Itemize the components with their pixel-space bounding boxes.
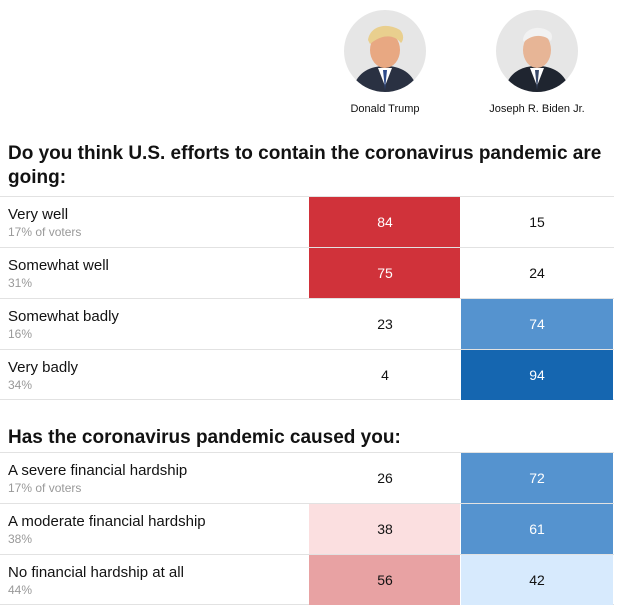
row-share: 17% of voters: [8, 481, 82, 495]
table-row: A severe financial hardship 17% of voters…: [0, 452, 614, 503]
column-divider: [460, 299, 461, 349]
biden-name: Joseph R. Biden Jr.: [489, 103, 585, 115]
question-2-title: Has the coronavirus pandemic caused you:: [8, 427, 401, 448]
table-row: Somewhat well 31% 75 24: [0, 247, 614, 298]
trump-avatar: [344, 10, 426, 92]
table-row: Somewhat badly 16% 23 74: [0, 298, 614, 349]
column-divider: [460, 453, 461, 503]
trump-value-cell: 4: [381, 367, 389, 383]
row-share: 38%: [8, 532, 33, 546]
trump-name: Donald Trump: [350, 103, 420, 115]
trump-value-cell: 75: [309, 248, 461, 298]
table-row: No financial hardship at all 44% 56 42: [0, 554, 614, 605]
row-label: Somewhat badly: [8, 308, 119, 325]
question-2-table: A severe financial hardship 17% of voters…: [0, 452, 614, 605]
biden-value-cell: 74: [461, 299, 613, 349]
row-share: 31%: [8, 276, 33, 290]
biden-avatar: [496, 10, 578, 92]
column-divider: [460, 555, 461, 605]
column-divider: [460, 197, 461, 247]
row-label: Very badly: [8, 359, 79, 376]
trump-value-cell: 23: [377, 316, 393, 332]
trump-value-cell: 84: [309, 197, 461, 247]
biden-value-cell: 94: [461, 350, 613, 400]
table-row: A moderate financial hardship 38% 38 61: [0, 503, 614, 554]
biden-value-cell: 15: [529, 214, 545, 230]
biden-value-cell: 72: [461, 453, 613, 503]
row-label: Somewhat well: [8, 257, 109, 274]
column-divider: [460, 350, 461, 400]
candidate-header: Donald Trump Joseph R. Biden Jr.: [0, 0, 620, 130]
table-row: Very badly 34% 4 94: [0, 349, 614, 400]
biden-value-cell: 61: [461, 504, 613, 554]
candidate-trump: Donald Trump: [309, 10, 461, 115]
row-label: No financial hardship at all: [8, 564, 184, 581]
row-share: 34%: [8, 378, 33, 392]
candidate-biden: Joseph R. Biden Jr.: [461, 10, 613, 115]
question-1-title: Do you think U.S. efforts to contain the…: [8, 143, 602, 188]
row-label: Very well: [8, 206, 69, 223]
row-share: 16%: [8, 327, 33, 341]
question-1-table: Very well 17% of voters 84 15 Somewhat well 3…: [0, 196, 614, 400]
trump-value-cell: 26: [377, 470, 393, 486]
column-divider: [460, 504, 461, 554]
table-row: Very well 17% of voters 84 15: [0, 196, 614, 247]
column-divider: [460, 248, 461, 298]
row-share: 17% of voters: [8, 225, 82, 239]
row-share: 44%: [8, 583, 33, 597]
trump-value-cell: 56: [309, 555, 461, 605]
trump-value-cell: 38: [309, 504, 461, 554]
biden-value-cell: 24: [529, 265, 545, 281]
row-label: A severe financial hardship: [8, 462, 188, 479]
biden-value-cell: 42: [461, 555, 613, 605]
row-label: A moderate financial hardship: [8, 513, 206, 530]
